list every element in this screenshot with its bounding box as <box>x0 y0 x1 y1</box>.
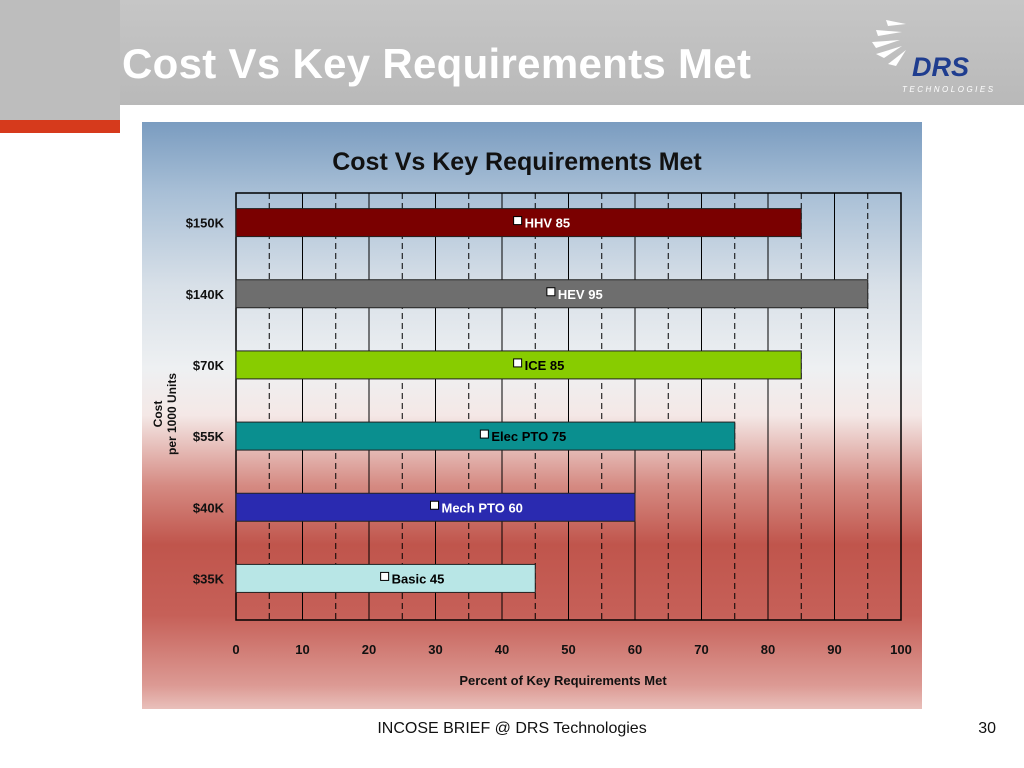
x-tick-label: 20 <box>362 642 376 657</box>
logo-subtitle: TECHNOLOGIES <box>902 85 996 94</box>
x-tick-label: 90 <box>827 642 841 657</box>
bar-data-label: ICE 85 <box>525 358 565 373</box>
bar-marker <box>479 429 489 439</box>
x-axis-label: Percent of Key Requirements Met <box>459 673 667 688</box>
slide-title: Cost Vs Key Requirements Met <box>122 40 752 87</box>
header-left-strip <box>0 0 120 120</box>
bar-data-label: Basic 45 <box>392 571 445 586</box>
bar-marker <box>430 500 439 510</box>
red-accent-bar <box>0 120 120 133</box>
page-number: 30 <box>978 720 996 737</box>
drs-swirl-icon <box>872 20 918 66</box>
x-tick-label: 60 <box>628 642 642 657</box>
header-divider <box>120 105 1024 120</box>
x-tick-label: 80 <box>761 642 775 657</box>
bar-chart: Cost Vs Key Requirements Met HHV 85 HEV 9… <box>151 148 912 688</box>
y-tick-labels: $150K $140K $70K $55K $40K $35K <box>186 216 225 587</box>
bars: HHV 85 HEV 95 ICE 85 Elec PTO 75 Mech PTO 60… <box>235 208 869 593</box>
y-axis-label: Cost per 1000 Units <box>151 373 179 455</box>
x-tick-label: 40 <box>495 642 509 657</box>
bar-data-label: Elec PTO 75 <box>491 429 566 444</box>
bar-data-label: HEV 95 <box>558 287 603 302</box>
y-axis-label-line1: Cost <box>151 401 165 428</box>
bar-marker <box>513 358 523 368</box>
y-axis-label-line2: per 1000 Units <box>165 373 179 455</box>
grid-lines <box>268 193 869 620</box>
x-tick-label: 70 <box>694 642 708 657</box>
header-band <box>0 0 1024 105</box>
x-tick-label: 0 <box>232 642 239 657</box>
chart-area: Cost Vs Key Requirements Met HHV 85 HEV 9… <box>142 122 922 709</box>
y-tick-label: $55K <box>193 429 225 444</box>
x-tick-label: 100 <box>890 642 912 657</box>
logo-name: DRS <box>912 52 969 82</box>
y-tick-label: $150K <box>186 216 225 231</box>
bar-marker <box>546 287 556 297</box>
drs-logo: DRS TECHNOLOGIES <box>872 20 996 94</box>
x-tick-labels: 0 10 20 30 40 50 60 70 80 90 100 <box>232 642 911 657</box>
y-tick-label: $140K <box>186 287 225 302</box>
footer-text: INCOSE BRIEF @ DRS Technologies <box>377 720 647 737</box>
x-tick-label: 30 <box>428 642 442 657</box>
y-tick-label: $40K <box>193 500 225 515</box>
bar-data-label: HHV 85 <box>525 216 571 231</box>
bar-data-label: Mech PTO 60 <box>442 500 523 515</box>
x-tick-label: 50 <box>561 642 575 657</box>
x-tick-label: 10 <box>295 642 309 657</box>
bar-marker <box>380 571 390 581</box>
chart-title: Cost Vs Key Requirements Met <box>332 148 702 176</box>
y-tick-label: $70K <box>193 358 225 373</box>
bar-marker <box>513 216 523 226</box>
y-tick-label: $35K <box>193 571 225 586</box>
